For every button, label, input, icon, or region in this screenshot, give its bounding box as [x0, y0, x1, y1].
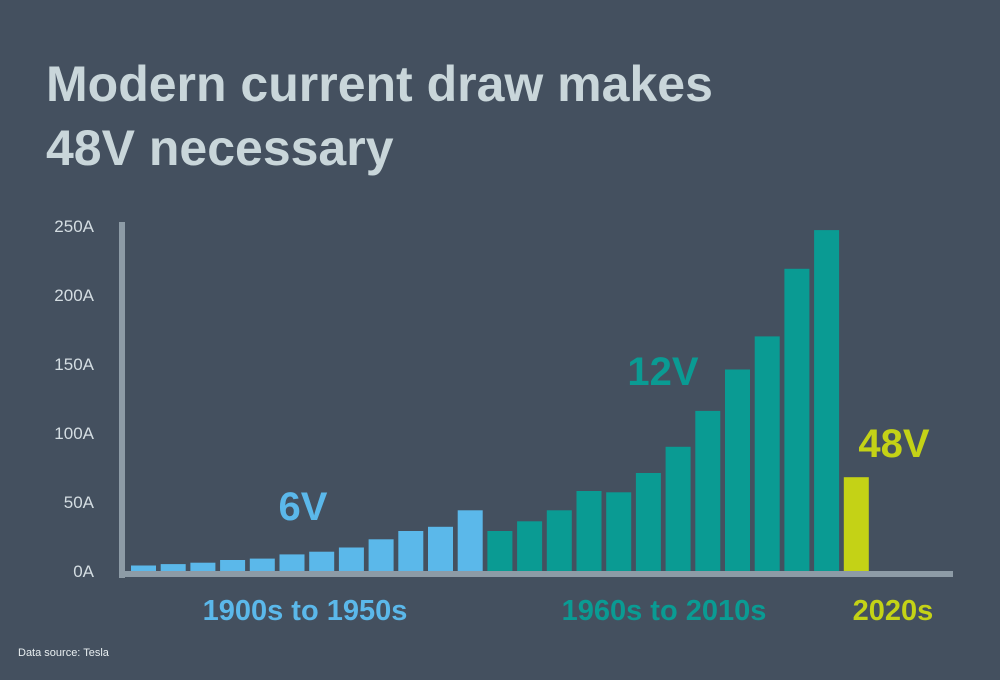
data-source-note: Data source: Tesla: [18, 647, 109, 659]
y-tick-label: 100A: [54, 424, 94, 443]
y-tick-label: 150A: [54, 355, 94, 374]
bar-6v-12: [457, 510, 483, 571]
chart-title-line-1: Modern current draw makes: [46, 56, 713, 112]
bar-12v-4: [576, 491, 602, 571]
series-label-12v: 12V: [627, 350, 698, 394]
bar-6v-2: [160, 564, 186, 571]
bar-6v-5: [249, 558, 275, 571]
bar-12v-6: [635, 473, 661, 571]
chart-title: Modern current draw makes 48V necessary: [46, 52, 946, 180]
bar-6v-4: [220, 560, 246, 571]
bar-6v-9: [368, 539, 394, 571]
y-tick-label: 50A: [64, 493, 95, 512]
bar-12v-10: [754, 336, 780, 571]
bar-12v-8: [695, 410, 721, 571]
bar-6v-6: [279, 554, 305, 571]
era-label-12v: 1960s to 2010s: [562, 595, 767, 627]
bar-12v-9: [725, 369, 750, 571]
y-axis-line: [119, 222, 125, 578]
y-tick-label: 200A: [54, 286, 94, 305]
x-axis-baseline: [119, 571, 953, 577]
bar-12v-12: [814, 230, 840, 571]
series-label-6v: 6V: [279, 485, 328, 529]
bar-6v-11: [428, 526, 453, 571]
y-tick-label: 250A: [54, 217, 94, 236]
bar-12v-3: [546, 510, 572, 571]
bar-12v-2: [517, 521, 543, 571]
bar-6v-7: [309, 551, 335, 571]
bar-12v-11: [784, 268, 810, 571]
bar-6v-8: [338, 547, 364, 571]
bar-12v-7: [665, 446, 691, 571]
bar-12v-5: [606, 492, 632, 571]
era-label-6v: 1900s to 1950s: [203, 595, 408, 627]
bar-6v-10: [398, 531, 424, 571]
bar-48v-1: [843, 477, 869, 571]
bar-12v-1: [487, 531, 513, 571]
y-tick-label: 0A: [73, 562, 94, 581]
series-label-48v: 48V: [858, 422, 929, 466]
bar-6v-3: [190, 562, 216, 571]
chart-title-line-2: 48V necessary: [46, 120, 394, 176]
era-label-48v: 2020s: [853, 595, 934, 627]
bar-6v-1: [131, 565, 156, 571]
